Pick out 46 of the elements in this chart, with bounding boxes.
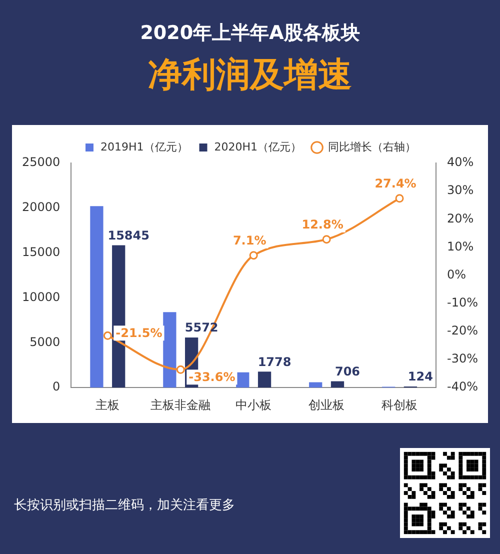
legend-label: 2020H1（亿元） — [214, 140, 302, 154]
y2-tick-label: -20% — [447, 324, 478, 338]
y2-tick-label: -30% — [447, 352, 478, 366]
y2-tick-label: -40% — [447, 380, 478, 394]
data-label: 1778 — [258, 354, 292, 369]
data-label: -21.5% — [116, 326, 162, 340]
y2-tick-label: 40% — [447, 155, 474, 170]
y-tick-label: 0 — [52, 380, 60, 394]
text: 长按识别或扫描二维码，加关注看更多 — [14, 497, 235, 514]
y2-tick-label: 30% — [447, 183, 474, 198]
y2-tick-label: -10% — [447, 296, 478, 310]
x-tick-label: 主板非金融 — [150, 398, 211, 412]
data-label: 12.8% — [302, 217, 344, 232]
y2-tick-label: 0% — [447, 267, 466, 282]
chart-subtitle: 净利润及增速 — [147, 54, 353, 97]
y-tick-label: 25000 — [22, 155, 60, 170]
x-tick-label: 中小板 — [236, 398, 272, 412]
data-label: 27.4% — [374, 176, 416, 190]
bar — [258, 372, 272, 388]
bar — [163, 312, 176, 388]
y2-tick-label: 10% — [447, 239, 474, 254]
y-tick-label: 20000 — [22, 200, 60, 214]
x-tick-label: 主板 — [96, 398, 120, 412]
data-label: 7.1% — [232, 233, 266, 248]
point — [249, 251, 258, 260]
y2-tick-label: 20% — [447, 211, 474, 226]
y-tick-label: 15000 — [22, 244, 60, 259]
point — [103, 331, 112, 340]
x-tick-label: 科创板 — [382, 398, 418, 412]
x-tick-label: 创业板 — [308, 398, 345, 412]
bar — [90, 206, 104, 388]
y-tick-label: 5000 — [30, 334, 60, 349]
bar — [236, 372, 250, 388]
data-label: 124 — [408, 370, 433, 384]
data-label: 15845 — [108, 228, 150, 242]
data-label: 706 — [334, 364, 360, 378]
data-label: -33.6% — [188, 370, 236, 384]
bar — [330, 381, 344, 388]
chart-title: 2020年上半年A股各板块 — [139, 21, 361, 46]
point — [395, 194, 404, 203]
bar — [309, 382, 322, 388]
point — [322, 235, 331, 244]
legend-label: 2019H1（亿元） — [100, 140, 188, 154]
legend-label: 同比增长（右轴） — [328, 140, 416, 154]
point — [176, 365, 185, 374]
y-tick-label: 10000 — [22, 290, 60, 304]
